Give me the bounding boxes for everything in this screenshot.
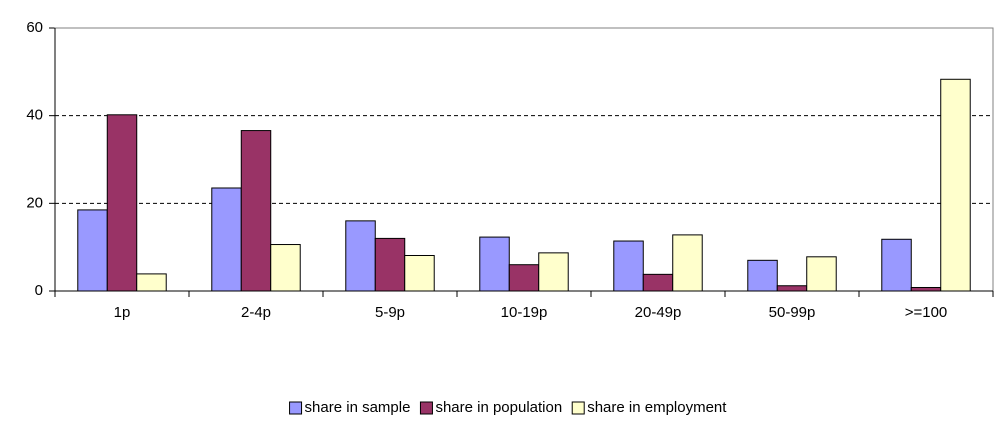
legend-swatch [571,401,585,415]
x-tick-label: 5-9p [375,304,405,321]
bar [106,114,138,292]
bar [538,252,569,292]
bar [77,209,108,292]
y-tick-label: 40 [26,107,43,124]
x-tick-label: >=100 [905,304,948,321]
legend-label: share in sample [305,399,411,416]
y-tick-label: 60 [26,19,43,36]
y-tick-label: 20 [26,194,43,211]
bar [136,273,167,292]
bar [747,259,778,292]
legend-swatch [289,401,303,415]
bar [940,78,971,292]
bar [240,130,272,292]
x-tick-label: 20-49p [635,304,682,321]
x-tick-label: 50-99p [769,304,816,321]
bar [613,240,644,292]
x-tick-label: 1p [114,304,131,321]
bar [910,286,942,292]
bar [374,237,406,292]
legend-swatch [419,401,433,415]
y-tick-label: 0 [35,282,43,299]
bar [211,187,242,292]
legend-label: share in population [435,399,562,416]
bar [508,264,540,292]
x-tick-label: 10-19p [501,304,548,321]
plot-border [54,27,994,292]
bar [672,234,703,292]
bar [881,238,912,292]
legend-label: share in employment [587,399,727,416]
bar [404,254,435,292]
bar [642,273,674,292]
bar [479,236,510,292]
bar [806,256,837,292]
bar [270,244,301,292]
x-tick-label: 2-4p [241,304,271,321]
bar [776,285,808,292]
bar [345,220,376,292]
